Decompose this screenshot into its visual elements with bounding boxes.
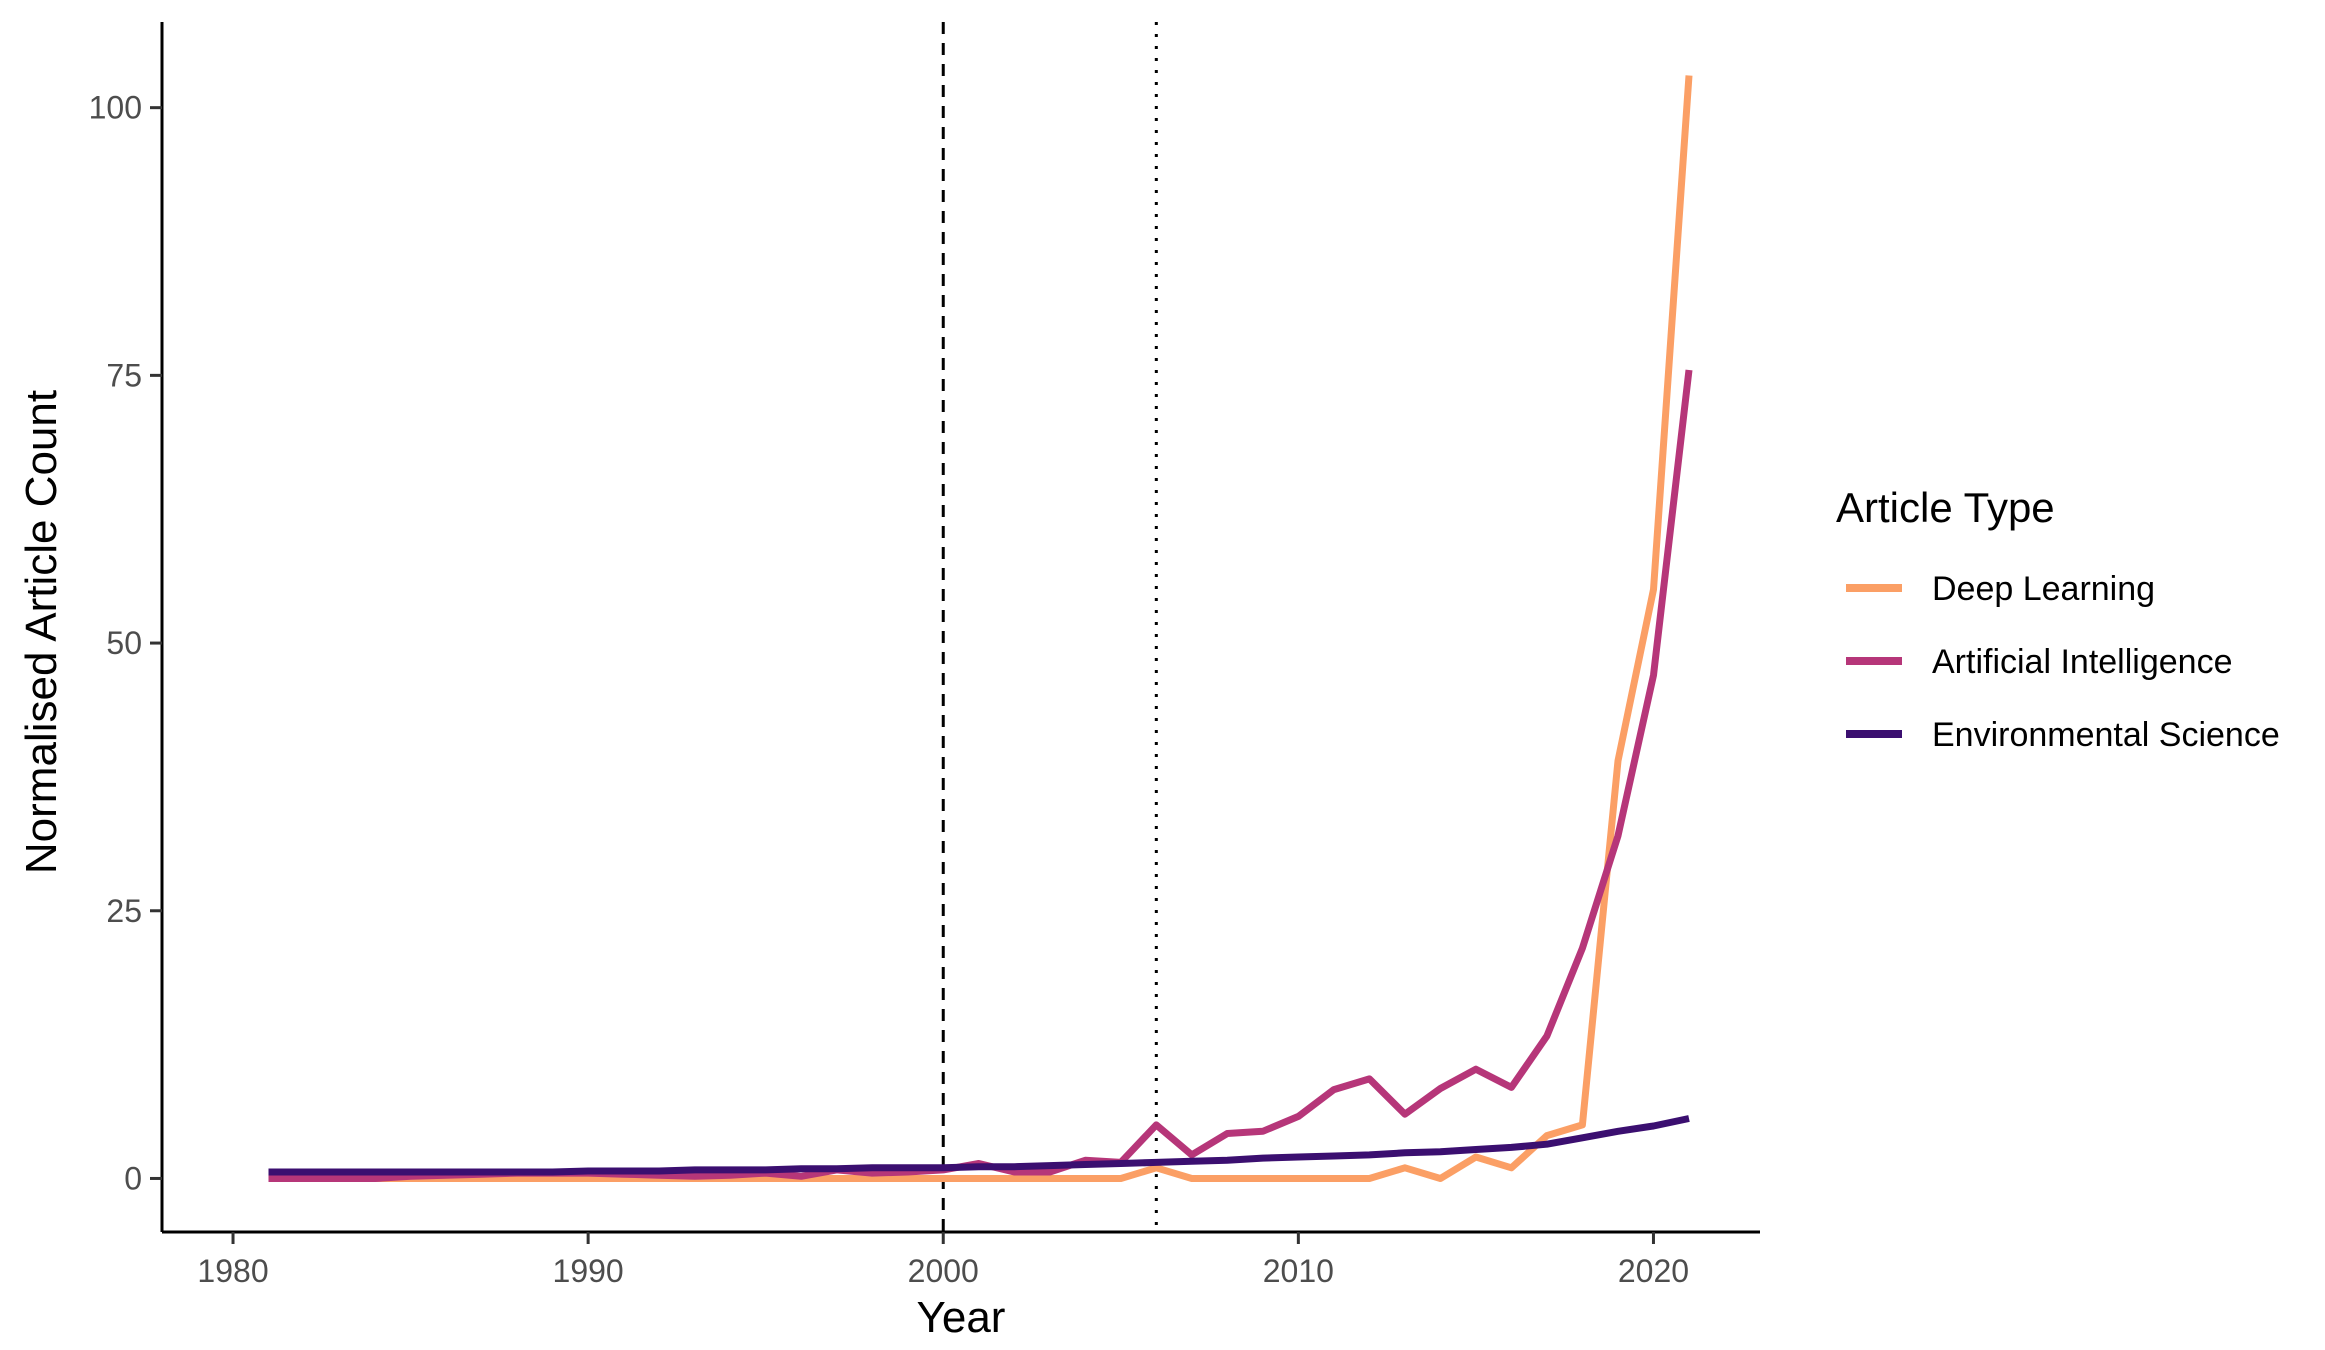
series-lines	[269, 76, 1690, 1179]
x-axis-title: Year	[917, 1293, 1006, 1342]
x-tick-label: 1980	[197, 1253, 268, 1289]
legend-label: Deep Learning	[1932, 570, 2155, 608]
legend: Article Type Deep Learning Artificial Int…	[1836, 484, 2280, 754]
x-tick-label: 2000	[908, 1253, 979, 1289]
y-tick-label: 0	[124, 1160, 142, 1196]
y-axis-title: Normalised Article Count	[17, 390, 66, 874]
x-tick-label: 1990	[553, 1253, 624, 1289]
x-tick-label: 2020	[1618, 1253, 1689, 1289]
legend-label: Artificial Intelligence	[1932, 643, 2232, 681]
series-line-environmental-science	[269, 1119, 1690, 1173]
y-tick-label: 100	[89, 90, 142, 126]
legend-items: Deep Learning Artificial Intelligence Envi…	[1846, 570, 2280, 754]
axes: 1980 1990 2000 2010 2020 0 25 50 75 100	[89, 22, 1760, 1289]
series-line-deep-learning	[269, 76, 1690, 1179]
y-tick-label: 25	[106, 893, 142, 929]
x-tick-label: 2010	[1263, 1253, 1334, 1289]
reference-lines	[943, 22, 1156, 1232]
y-tick-label: 75	[106, 357, 142, 393]
legend-title: Article Type	[1836, 484, 2055, 531]
legend-label: Environmental Science	[1932, 716, 2280, 754]
y-tick-label: 50	[106, 625, 142, 661]
series-line-artificial-intelligence	[269, 370, 1690, 1179]
